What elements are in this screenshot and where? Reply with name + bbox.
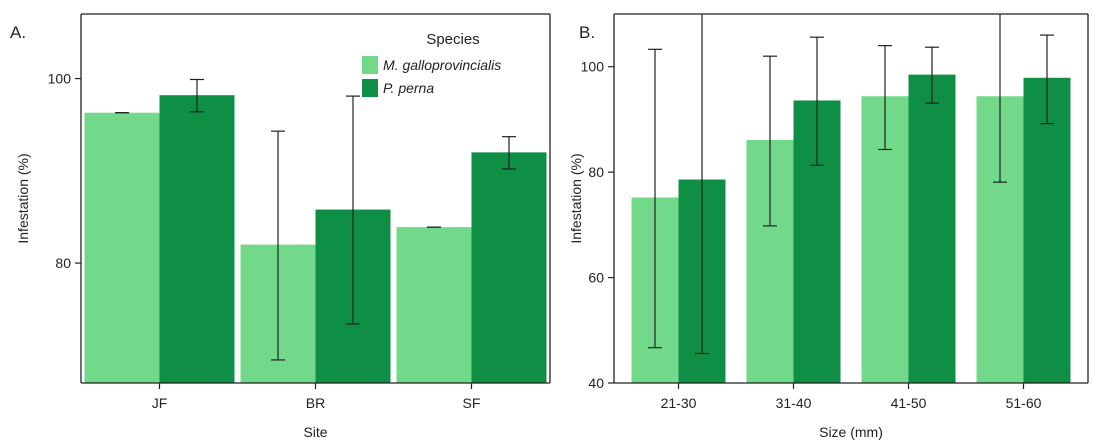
panel-label-b: B. <box>579 23 595 42</box>
legend-swatch-p-perna <box>362 79 378 97</box>
errorbar-b-21-30-m-galloprovincialis <box>648 48 662 349</box>
bar-b-41-50-p-perna <box>908 74 956 383</box>
legend-label-m-galloprovincialis: M. galloprovincialis <box>383 57 501 73</box>
legend-swatch-m-galloprovincialis <box>362 56 378 74</box>
errorbar-b-51-60-p-perna <box>1040 34 1054 125</box>
y-tick-label-b-100: 100 <box>581 59 605 75</box>
x-axis-title-a: Site <box>303 424 327 440</box>
bar-a-SF-m-galloprovincialis <box>396 227 472 383</box>
y-tick-label-a-100: 100 <box>48 71 72 87</box>
x-tick-label-b-21-30: 21-30 <box>661 395 697 411</box>
panel-label-a: A. <box>10 23 26 42</box>
bar-b-51-60-p-perna <box>1023 77 1071 383</box>
errorbar-a-BR-m-galloprovincialis <box>271 130 285 361</box>
errorbar-a-JF-p-perna <box>190 78 204 113</box>
errorbar-b-41-50-p-perna <box>925 46 939 104</box>
x-tick-label-a-BR: BR <box>306 395 325 411</box>
errorbar-b-31-40-m-galloprovincialis <box>763 55 777 227</box>
x-tick-label-b-31-40: 31-40 <box>776 395 812 411</box>
x-tick-label-b-51-60: 51-60 <box>1006 395 1042 411</box>
y-tick-label-b-40: 40 <box>588 375 604 391</box>
errorbar-b-51-60-m-galloprovincialis <box>993 14 1007 183</box>
y-tick-label-a-80: 80 <box>55 255 71 271</box>
y-axis-title-b: Infestation (%) <box>568 153 584 243</box>
x-tick-label-b-41-50: 41-50 <box>891 395 927 411</box>
x-tick-label-a-JF: JF <box>152 395 168 411</box>
errorbar-a-SF-p-perna <box>502 136 516 170</box>
y-tick-label-b-60: 60 <box>588 270 604 286</box>
x-tick-label-a-SF: SF <box>463 395 481 411</box>
x-axis-title-b: Size (mm) <box>819 424 883 440</box>
errorbar-b-21-30-p-perna <box>695 14 709 355</box>
legend-title: Species <box>426 31 479 48</box>
y-axis-title-a: Infestation (%) <box>15 153 31 243</box>
bar-a-JF-p-perna <box>159 95 235 384</box>
errorbar-a-BR-p-perna <box>346 95 360 325</box>
errorbar-b-41-50-m-galloprovincialis <box>878 45 892 151</box>
bar-a-JF-m-galloprovincialis <box>84 112 160 384</box>
legend-label-p-perna: P. perna <box>383 80 434 96</box>
bar-a-SF-p-perna <box>471 152 547 383</box>
errorbar-b-31-40-p-perna <box>810 36 824 166</box>
y-tick-label-b-80: 80 <box>588 164 604 180</box>
